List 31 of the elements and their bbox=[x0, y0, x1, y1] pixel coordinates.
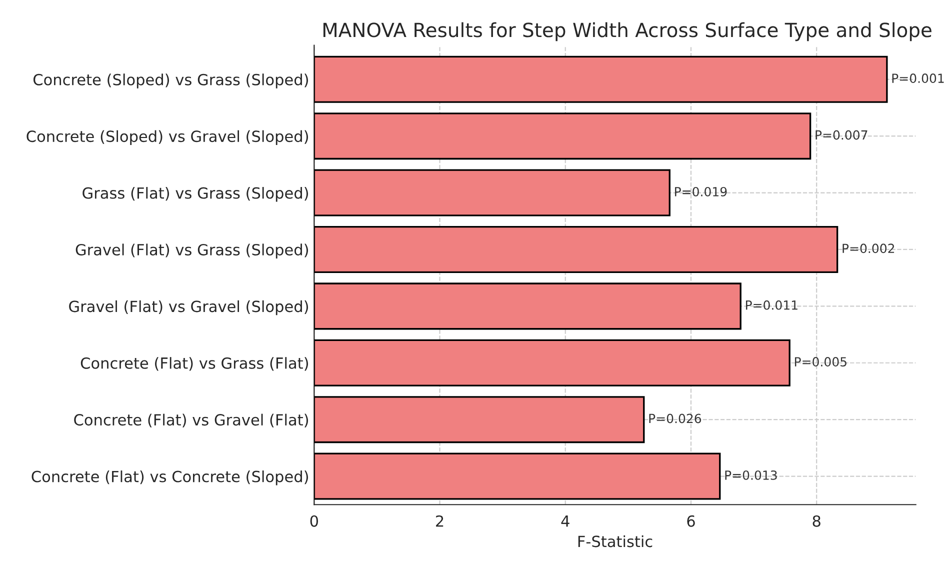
bar bbox=[314, 56, 888, 103]
bar bbox=[314, 282, 742, 330]
y-tick-label: Concrete (Sloped) vs Grass (Sloped) bbox=[33, 74, 308, 88]
x-tick-label: 2 bbox=[436, 515, 444, 527]
y-tick-label: Gravel (Flat) vs Grass (Sloped) bbox=[76, 244, 308, 258]
annotation: P=0.013 bbox=[725, 470, 777, 480]
bar bbox=[314, 339, 790, 386]
y-tick-label: Concrete (Flat) vs Grass (Flat) bbox=[80, 357, 308, 371]
y-tick-label: Gravel (Flat) vs Gravel (Sloped) bbox=[69, 300, 308, 316]
bar bbox=[314, 169, 670, 216]
x-axis-title: F-Statistic bbox=[578, 535, 652, 548]
x-tick-label: 0 bbox=[310, 515, 318, 527]
y-tick-label: Concrete (Sloped) vs Gravel (Sloped) bbox=[26, 130, 308, 146]
annotation: P=0.007 bbox=[816, 130, 868, 140]
annotation: P=0.005 bbox=[794, 357, 846, 367]
annotation: P=0.019 bbox=[675, 186, 727, 196]
chart-title: MANOVA Results for Step Width Across Surface Type and Slope bbox=[323, 22, 932, 42]
y-tick-label: Concrete (Flat) vs Concrete (Sloped) bbox=[32, 470, 308, 486]
x-tick-label: 4 bbox=[561, 516, 570, 527]
bar bbox=[314, 452, 721, 500]
y-tick-label: Grass (Flat) vs Grass (Sloped) bbox=[82, 186, 308, 202]
annotation: P=0.002 bbox=[842, 244, 894, 254]
annotation: P=0.001 bbox=[892, 74, 944, 84]
x-tick-label: 6 bbox=[687, 515, 695, 527]
bar bbox=[314, 226, 838, 273]
bar bbox=[314, 112, 812, 160]
bar bbox=[314, 396, 645, 444]
x-tick-label: 8 bbox=[812, 515, 820, 527]
annotation: P=0.011 bbox=[746, 300, 798, 310]
y-tick-label: Concrete (Flat) vs Gravel (Flat) bbox=[74, 414, 308, 428]
annotation: P=0.026 bbox=[649, 414, 702, 424]
